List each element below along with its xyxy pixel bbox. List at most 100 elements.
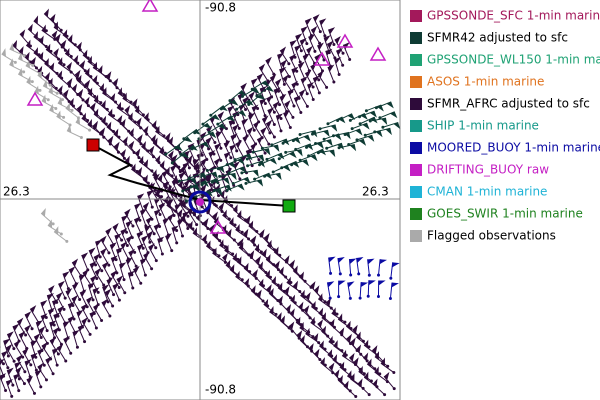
barb-flag	[369, 111, 377, 118]
barb-dot	[374, 106, 378, 110]
barb-flag	[289, 308, 295, 317]
barb-dot	[323, 34, 327, 38]
barb-flag	[86, 296, 93, 304]
barb-flag	[188, 220, 193, 230]
barb-flag	[122, 136, 128, 145]
barb-dot	[311, 132, 315, 136]
barb-staff	[317, 73, 328, 88]
barb-flag	[221, 224, 227, 234]
barb-flag	[331, 307, 336, 317]
barb-staff	[170, 167, 179, 182]
barb-staff	[280, 62, 290, 77]
barb-dot	[205, 169, 209, 173]
barb-flag	[256, 289, 262, 298]
barb-flag	[165, 132, 171, 141]
barb-flag	[359, 139, 367, 146]
barb-staff	[167, 216, 178, 231]
barb-flag	[9, 42, 15, 52]
barb-staff	[52, 330, 62, 345]
barb-dot	[333, 56, 337, 60]
barb-staff	[254, 172, 270, 180]
barb-dot	[29, 363, 33, 367]
barb-staff	[256, 85, 271, 97]
barb-flag	[286, 276, 291, 286]
barb-flag	[60, 39, 67, 49]
barb-staff	[101, 301, 111, 317]
barb-staff	[24, 314, 33, 329]
barb-flag	[203, 123, 212, 129]
barb-flag	[347, 113, 356, 121]
barb-staff	[232, 126, 241, 142]
barb-dot	[337, 295, 341, 299]
barb-dot	[130, 236, 134, 240]
barb-flag	[37, 362, 44, 371]
barb-flag	[338, 313, 343, 323]
barb-dot	[6, 354, 10, 358]
barb-staff	[280, 320, 293, 332]
barb-flag	[49, 103, 54, 113]
barb-flag	[300, 335, 305, 344]
barb-dot	[373, 130, 377, 134]
barb-flag	[305, 17, 312, 26]
barb-staff	[302, 55, 310, 71]
barb-dot	[98, 255, 102, 259]
barb-staff	[34, 91, 49, 101]
barb-staff	[237, 242, 250, 256]
barb-flag	[12, 323, 20, 331]
barb-staff	[242, 99, 251, 115]
barb-dot	[295, 69, 299, 73]
barb-flag	[363, 352, 369, 362]
barb-flag	[26, 75, 31, 85]
barb-flag	[192, 185, 201, 192]
barb-staff	[250, 239, 262, 253]
barb-dot	[150, 205, 154, 209]
barb-flag	[224, 140, 231, 148]
barb-flag	[39, 326, 46, 334]
barb-flag	[48, 85, 53, 95]
barb-staff	[165, 235, 173, 251]
barb-dot	[134, 264, 138, 268]
barb-dot	[139, 281, 143, 285]
barb-dot	[270, 143, 274, 147]
barb-staff	[314, 56, 323, 72]
barb-flag	[264, 173, 273, 180]
barb-dot	[314, 142, 318, 146]
barb-staff	[310, 322, 324, 333]
barb-dot	[120, 238, 124, 242]
barb-dot	[316, 151, 320, 155]
barb-staff	[38, 329, 48, 344]
barb-flag	[126, 257, 133, 265]
barb-staff	[145, 219, 155, 234]
barb-flag	[248, 220, 254, 230]
barb-dot	[117, 298, 121, 302]
barb-dot	[83, 340, 87, 344]
barb-flag	[81, 112, 86, 122]
barb-dot	[219, 107, 223, 111]
legend-swatch	[410, 98, 422, 110]
barb-flag	[122, 92, 127, 102]
barb-flag	[68, 315, 75, 324]
barb-dot	[45, 329, 49, 333]
barb-staff	[234, 153, 251, 161]
barb-dot	[358, 296, 362, 300]
barb-staff	[5, 381, 13, 397]
barb-dot	[87, 319, 91, 323]
barb-staff	[52, 300, 59, 317]
barb-flag	[206, 240, 211, 249]
barb-staff	[122, 140, 135, 153]
barb-flag	[232, 123, 240, 132]
barb-staff	[41, 100, 57, 109]
barb-dot	[23, 370, 27, 374]
barb-staff	[243, 233, 255, 246]
barb-dot	[209, 113, 213, 117]
barb-dot	[125, 243, 129, 247]
barb-dot	[150, 217, 154, 221]
barb-dot	[59, 28, 63, 32]
barb-dot	[42, 363, 46, 367]
barb-flag	[277, 295, 283, 305]
barb-flag	[321, 312, 326, 321]
barb-flag	[328, 335, 333, 345]
barb-flag	[108, 108, 113, 118]
barb-dot	[357, 272, 361, 276]
